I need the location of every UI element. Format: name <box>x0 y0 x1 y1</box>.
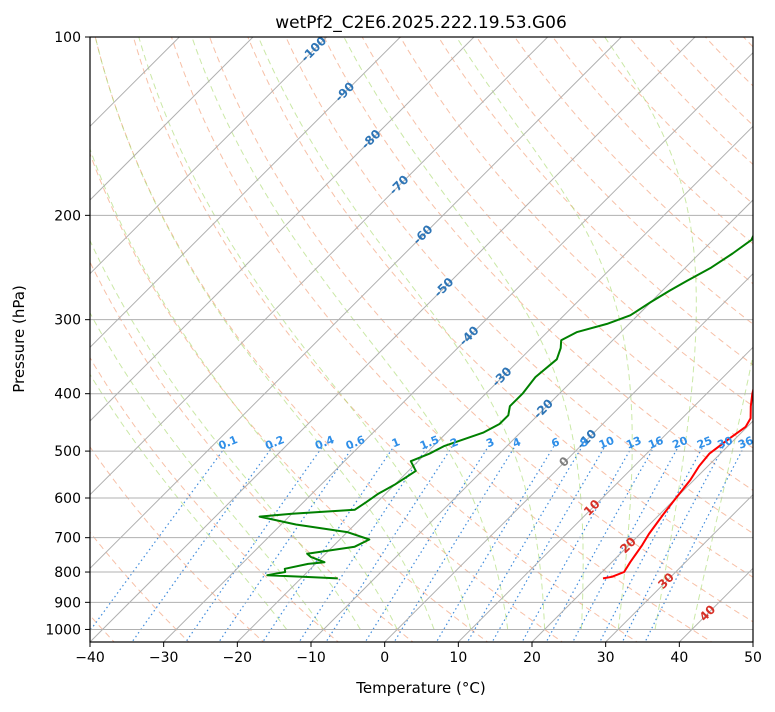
y-tick-label: 200 <box>54 208 81 224</box>
x-tick-label: −40 <box>75 650 105 666</box>
y-tick-label: 100 <box>54 30 81 46</box>
y-tick-label: 400 <box>54 387 81 403</box>
x-axis-label: Temperature (°C) <box>355 679 485 697</box>
y-axis-label: Pressure (hPa) <box>10 285 28 393</box>
x-tick-label: 30 <box>597 650 615 666</box>
x-tick-label: 50 <box>744 650 762 666</box>
y-tick-label: 900 <box>54 595 81 611</box>
x-tick-label: −30 <box>149 650 179 666</box>
x-tick-label: 0 <box>380 650 389 666</box>
y-tick-label: 700 <box>54 531 81 547</box>
y-tick-label: 500 <box>54 444 81 460</box>
y-tick-label: 1000 <box>45 622 81 638</box>
y-tick-label: 600 <box>54 491 81 507</box>
x-tick-label: 10 <box>449 650 467 666</box>
chart-title: wetPf2_C2E6.2025.222.19.53.G06 <box>275 13 567 33</box>
x-tick-label: 40 <box>670 650 688 666</box>
y-tick-label: 300 <box>54 313 81 329</box>
x-tick-label: 20 <box>523 650 541 666</box>
x-tick-label: −10 <box>296 650 326 666</box>
x-tick-label: −20 <box>223 650 253 666</box>
y-tick-label: 800 <box>54 565 81 581</box>
